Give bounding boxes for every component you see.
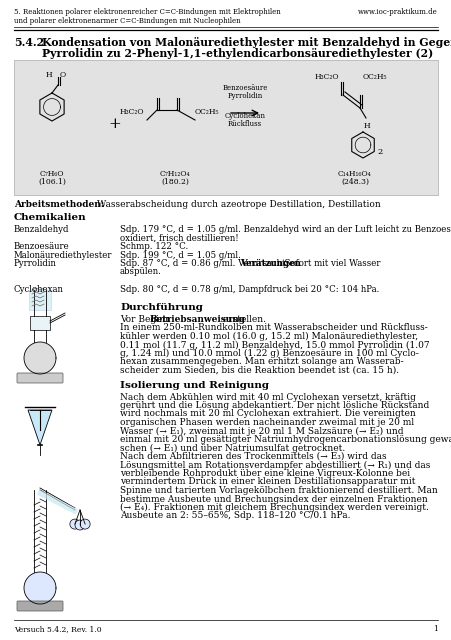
Text: Sdp. 179 °C, d = 1.05 g/ml. Benzaldehyd wird an der Luft leicht zu Benzoesäure: Sdp. 179 °C, d = 1.05 g/ml. Benzaldehyd … [120, 225, 451, 234]
Text: In einem 250-ml-Rundkolben mit Wasserabscheider und Rückfluss-: In einem 250-ml-Rundkolben mit Wasserabs… [120, 323, 427, 333]
Text: Benzoesäure: Benzoesäure [222, 84, 267, 92]
Text: +: + [108, 117, 121, 131]
Text: Lösungsmittel am Rotationsverdampfer abdestilliert (→ R₁) und das: Lösungsmittel am Rotationsverdampfer abd… [120, 461, 429, 470]
Text: (180.2): (180.2) [161, 178, 189, 186]
Text: O: O [60, 71, 66, 79]
Text: g, 1.24 ml) und 10.0 mmol (1.22 g) Benzoesäure in 100 ml Cyclo-: g, 1.24 ml) und 10.0 mmol (1.22 g) Benzo… [120, 349, 418, 358]
Text: H₃C₂O: H₃C₂O [314, 73, 339, 81]
Text: Nach dem Abfiltrieren des Trockenmittels (→ E₃) wird das: Nach dem Abfiltrieren des Trockenmittels… [120, 452, 386, 461]
Text: Kondensation von Malonäurediethylester mit Benzaldehyd in Gegenwart von: Kondensation von Malonäurediethylester m… [42, 37, 451, 48]
Text: Ausbeute an 2: 55–65%, Sdp. 118–120 °C/0.1 hPa.: Ausbeute an 2: 55–65%, Sdp. 118–120 °C/0… [120, 511, 350, 520]
Text: Versuch 5.4.2, Rev. 1.0: Versuch 5.4.2, Rev. 1.0 [14, 625, 101, 633]
Text: C₁₄H₁₆O₄: C₁₄H₁₆O₄ [337, 170, 371, 178]
Text: Pyrrolidin: Pyrrolidin [14, 259, 57, 268]
Text: Chemikalien: Chemikalien [14, 213, 87, 222]
Text: Pyrrolidin: Pyrrolidin [227, 92, 262, 100]
Text: . Sofort mit viel Wasser: . Sofort mit viel Wasser [278, 259, 379, 268]
Text: bestimme Ausbeute und Brechungsindex der einzelnen Fraktionen: bestimme Ausbeute und Brechungsindex der… [120, 495, 427, 504]
Text: Durchführung: Durchführung [120, 303, 202, 312]
Text: Pyrrolidin zu 2-Phenyl-1,1-ethylendicarbonsäurediethylester (2): Pyrrolidin zu 2-Phenyl-1,1-ethylendicarb… [42, 48, 433, 59]
Text: schen (→ E₁) und über Natriumsulfat getrocknet.: schen (→ E₁) und über Natriumsulfat getr… [120, 444, 345, 452]
Text: C₇H₆O: C₇H₆O [40, 170, 64, 178]
Text: verbleibende Rohprodukt über eine kleine Vigreux-Kolonne bei: verbleibende Rohprodukt über eine kleine… [120, 469, 409, 478]
Circle shape [70, 519, 80, 529]
Text: OC₂H₅: OC₂H₅ [362, 73, 387, 81]
Text: 5. Reaktionen polarer elektronenreicher C=C-Bindungen mit Elektrophilen
und pola: 5. Reaktionen polarer elektronenreicher … [14, 8, 280, 25]
Text: Nach dem Abkühlen wird mit 40 ml Cyclohexan versetzt, kräftig: Nach dem Abkühlen wird mit 40 ml Cyclohe… [120, 392, 415, 401]
Circle shape [24, 342, 56, 374]
FancyBboxPatch shape [17, 601, 63, 611]
Polygon shape [28, 410, 52, 445]
Circle shape [24, 572, 56, 604]
Text: Cyclohexan: Cyclohexan [14, 285, 64, 294]
Text: (106.1): (106.1) [38, 178, 66, 186]
Text: OC₂H₅: OC₂H₅ [194, 108, 219, 116]
Text: H₃C₂O: H₃C₂O [120, 108, 144, 116]
Text: einmal mit 20 ml gesättigter Natriumhydrogencarbonationslösung gewa-: einmal mit 20 ml gesättigter Natriumhydr… [120, 435, 451, 444]
Text: kühler werden 0.10 mol (16.0 g, 15.2 ml) Malonäurediethylester,: kühler werden 0.10 mol (16.0 g, 15.2 ml)… [120, 332, 417, 341]
Text: Rückfluss: Rückfluss [227, 120, 262, 128]
Circle shape [80, 519, 90, 529]
Text: Vor Beginn: Vor Beginn [120, 315, 173, 324]
Text: www.ioc-praktikum.de: www.ioc-praktikum.de [358, 8, 437, 16]
Text: Wasser (→ E₁), zweimal mit je 20 ml 1 M Salzsäure (→ E₂) und: Wasser (→ E₁), zweimal mit je 20 ml 1 M … [120, 426, 403, 436]
Text: erstellen.: erstellen. [220, 315, 265, 324]
Text: Spinne und tarierten Vorlagekölbchen fraktionierend destilliert. Man: Spinne und tarierten Vorlagekölbchen fra… [120, 486, 437, 495]
Text: Arbeitsmethoden:: Arbeitsmethoden: [14, 200, 104, 209]
Text: 1: 1 [432, 625, 437, 633]
Text: Benzaldehyd: Benzaldehyd [14, 225, 69, 234]
Text: (→ E₄). Fraktionen mit gleichem Brechungsindex werden vereinigt.: (→ E₄). Fraktionen mit gleichem Brechung… [120, 503, 428, 512]
FancyBboxPatch shape [29, 290, 51, 310]
Text: Betriebsanweisung: Betriebsanweisung [150, 315, 245, 324]
Text: Cyclohexan: Cyclohexan [224, 112, 265, 120]
Text: H: H [46, 71, 52, 79]
Text: wird nochmals mit 20 ml Cyclohexan extrahiert. Die vereinigten: wird nochmals mit 20 ml Cyclohexan extra… [120, 410, 415, 419]
Text: Benzoesäure: Benzoesäure [14, 242, 69, 251]
Text: Wasserabscheidung durch azeotrope Destillation, Destillation: Wasserabscheidung durch azeotrope Destil… [97, 200, 380, 209]
Text: Schmp. 122 °C.: Schmp. 122 °C. [120, 242, 188, 251]
Text: organischen Phasen werden nacheinander zweimal mit je 20 ml: organischen Phasen werden nacheinander z… [120, 418, 413, 427]
Text: Sdp. 87 °C, d = 0.86 g/ml. Verursacht: Sdp. 87 °C, d = 0.86 g/ml. Verursacht [120, 259, 287, 268]
Text: 5.4.2: 5.4.2 [14, 37, 44, 48]
Bar [14, 60, 437, 195]
FancyBboxPatch shape [17, 373, 63, 383]
Text: 0.11 mol (11.7 g, 11.2 ml) Benzaldehyd, 15.0 mmol Pyrrolidin (1.07: 0.11 mol (11.7 g, 11.2 ml) Benzaldehyd, … [120, 340, 428, 349]
Text: C₇H₁₂O₄: C₇H₁₂O₄ [159, 170, 190, 178]
Text: scheider zum Sieden, bis die Reaktion beendet ist (ca. 15 h).: scheider zum Sieden, bis die Reaktion be… [120, 366, 398, 375]
Text: gerührt und die Lösung abdekantiert. Der nicht lösliche Rückstand: gerührt und die Lösung abdekantiert. Der… [120, 401, 428, 410]
Text: Sdp. 80 °C, d = 0.78 g/ml, Dampfdruck bei 20 °C: 104 hPa.: Sdp. 80 °C, d = 0.78 g/ml, Dampfdruck be… [120, 285, 378, 294]
Text: vermindertem Druck in einer kleinen Destillationsapparatur mit: vermindertem Druck in einer kleinen Dest… [120, 477, 414, 486]
Text: oxidiert, frisch destillieren!: oxidiert, frisch destillieren! [120, 234, 238, 243]
Text: hexan zusammengegeben. Man erhitzt solange am Wasserab-: hexan zusammengegeben. Man erhitzt solan… [120, 358, 403, 367]
Text: 2: 2 [376, 148, 382, 156]
Text: Malonäurediethylester: Malonäurediethylester [14, 250, 112, 259]
Text: (248.3): (248.3) [340, 178, 368, 186]
Text: Sdp. 199 °C, d = 1.05 g/ml.: Sdp. 199 °C, d = 1.05 g/ml. [120, 250, 240, 259]
Text: H: H [363, 122, 370, 130]
Text: Verätzungen: Verätzungen [239, 259, 300, 268]
Text: abspülen.: abspülen. [120, 268, 161, 276]
FancyBboxPatch shape [30, 316, 50, 330]
Text: Isolierung und Reinigung: Isolierung und Reinigung [120, 381, 268, 390]
Circle shape [75, 520, 85, 530]
